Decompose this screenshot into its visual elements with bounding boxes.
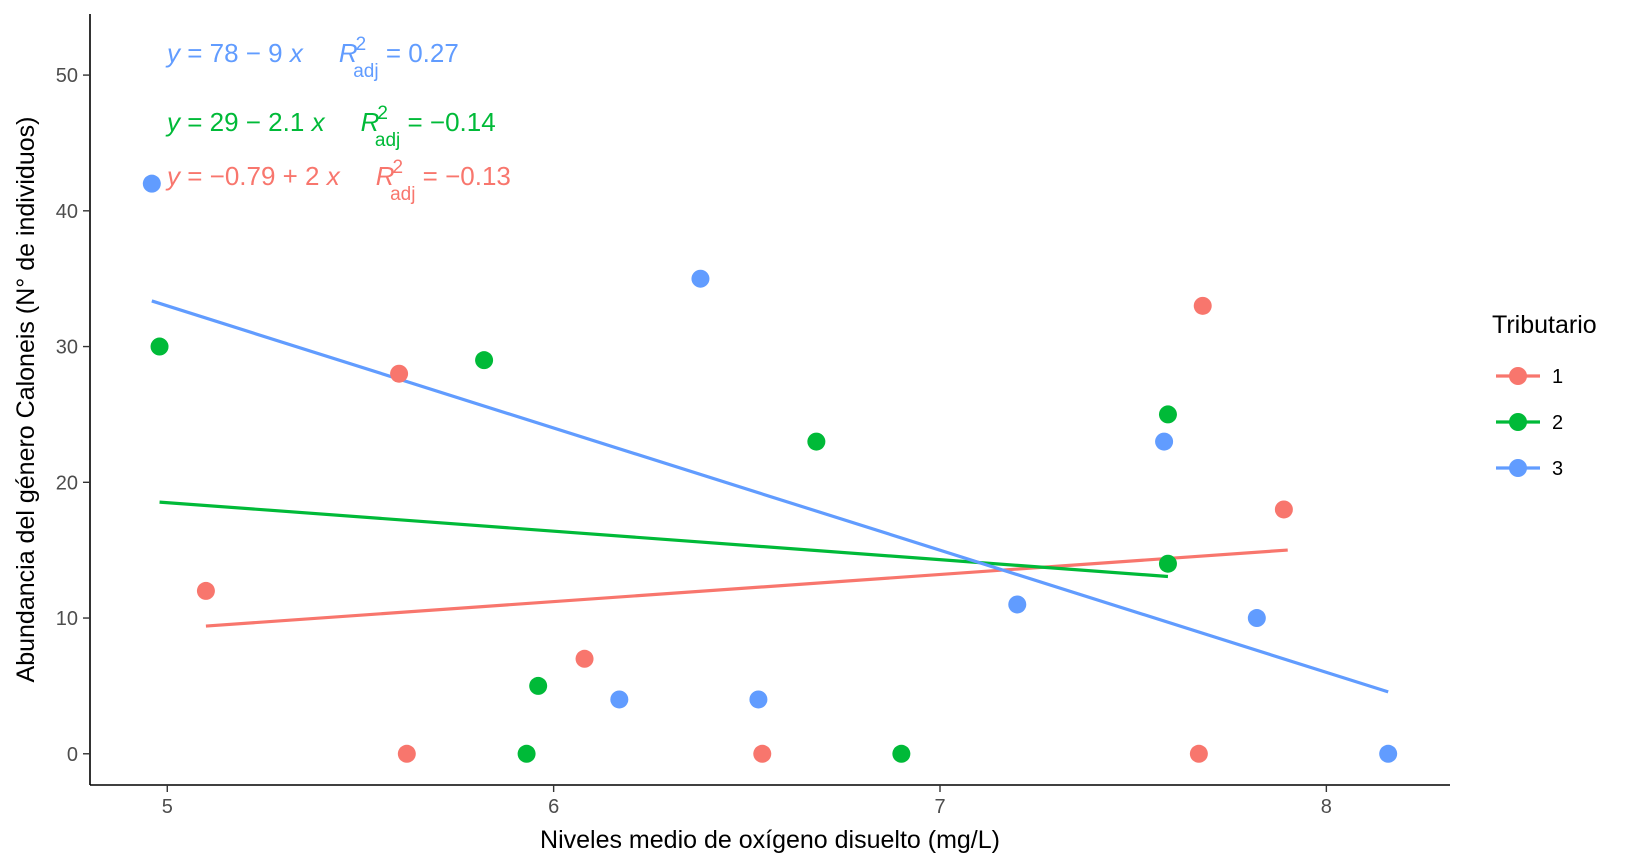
point-series-1: [1274, 500, 1293, 519]
fit-line-1: [205, 548, 1288, 628]
point-series-1: [397, 744, 416, 763]
r2-value: = 0.27: [379, 38, 459, 68]
point-series-2: [892, 744, 911, 763]
r2-symbol: R: [376, 161, 395, 191]
equation-rhs: = 78 − 9: [180, 38, 290, 68]
y-tick-label: 30: [56, 337, 78, 359]
r2-subscript: adj: [390, 184, 415, 205]
legend: Tributario 1 2 3: [1492, 311, 1597, 480]
fit-lines: [151, 299, 1389, 694]
x-tick-label: 6: [548, 796, 559, 818]
r2-superscript: 2: [356, 34, 367, 55]
x-tick-label: 8: [1321, 796, 1332, 818]
legend-point-2: [1509, 413, 1527, 431]
point-series-3: [749, 690, 768, 709]
legend-label-1: 1: [1552, 366, 1563, 388]
point-series-1: [753, 744, 772, 763]
equation-lhs: y: [165, 107, 182, 137]
legend-label-2: 2: [1552, 412, 1563, 434]
x-tick-label: 7: [934, 796, 945, 818]
legend-title: Tributario: [1492, 311, 1597, 339]
equation-var: x: [325, 161, 341, 191]
point-series-3: [610, 690, 629, 709]
point-series-2: [529, 676, 548, 695]
equation-series-1: y = −0.79 + 2 x R2 adj = −0.13: [165, 157, 511, 205]
r2-symbol: R: [361, 107, 380, 137]
r2-subscript: adj: [375, 130, 400, 151]
point-series-3: [1155, 432, 1174, 451]
legend-point-1: [1509, 367, 1527, 385]
legend-entry-3: 3: [1496, 458, 1563, 480]
point-series-3: [691, 269, 710, 288]
point-series-1: [390, 364, 409, 383]
point-series-2: [1158, 405, 1177, 424]
regression-equations: y = 78 − 9 x R2 adj = 0.27y = 29 − 2.1 x R2…: [165, 34, 511, 205]
equation-rhs: = −0.79 + 2: [180, 161, 327, 191]
point-series-3: [1379, 744, 1398, 763]
r2-superscript: 2: [393, 157, 404, 178]
y-axis-title: Abundancia del género Caloneis (N° de in…: [12, 117, 40, 683]
r2-superscript: 2: [377, 103, 388, 124]
legend-entry-2: 2: [1496, 412, 1563, 434]
y-tick-label: 10: [56, 608, 78, 630]
fit-line-3: [151, 299, 1389, 694]
legend-entry-1: 1: [1496, 366, 1563, 388]
equation-var: x: [310, 107, 326, 137]
point-series-1: [575, 649, 594, 668]
x-axis-title: Niveles medio de oxígeno disuelto (mg/L): [540, 826, 1000, 854]
x-tick-label: 5: [162, 796, 173, 818]
r2-symbol: R: [339, 38, 358, 68]
point-series-3: [1247, 609, 1266, 628]
legend-point-3: [1509, 459, 1527, 477]
point-series-2: [150, 337, 169, 356]
y-tick-label: 50: [56, 65, 78, 87]
equation-lhs: y: [165, 38, 182, 68]
point-series-2: [475, 351, 494, 370]
y-tick-label: 40: [56, 201, 78, 223]
point-series-1: [196, 581, 215, 600]
point-series-3: [142, 174, 161, 193]
point-series-2: [807, 432, 826, 451]
equation-rhs: = 29 − 2.1: [180, 107, 312, 137]
r2-value: = −0.14: [400, 107, 495, 137]
axes: 5 6 7 8 0 10 20 30 40 50: [56, 14, 1450, 818]
equation-series-3: y = 78 − 9 x R2 adj = 0.27: [165, 34, 459, 82]
r2-subscript: adj: [353, 61, 378, 82]
data-points: [142, 174, 1398, 763]
equation-series-2: y = 29 − 2.1 x R2 adj = −0.14: [165, 103, 496, 151]
equation-lhs: y: [165, 161, 182, 191]
y-tick-label: 20: [56, 472, 78, 494]
r2-value: = −0.13: [415, 161, 510, 191]
fit-line-2: [159, 500, 1169, 579]
legend-label-3: 3: [1552, 458, 1563, 480]
y-tick-label: 0: [67, 744, 78, 766]
point-series-1: [1193, 296, 1212, 315]
point-series-2: [517, 744, 536, 763]
point-series-2: [1158, 554, 1177, 573]
point-series-1: [1189, 744, 1208, 763]
equation-var: x: [288, 38, 304, 68]
point-series-3: [1008, 595, 1027, 614]
